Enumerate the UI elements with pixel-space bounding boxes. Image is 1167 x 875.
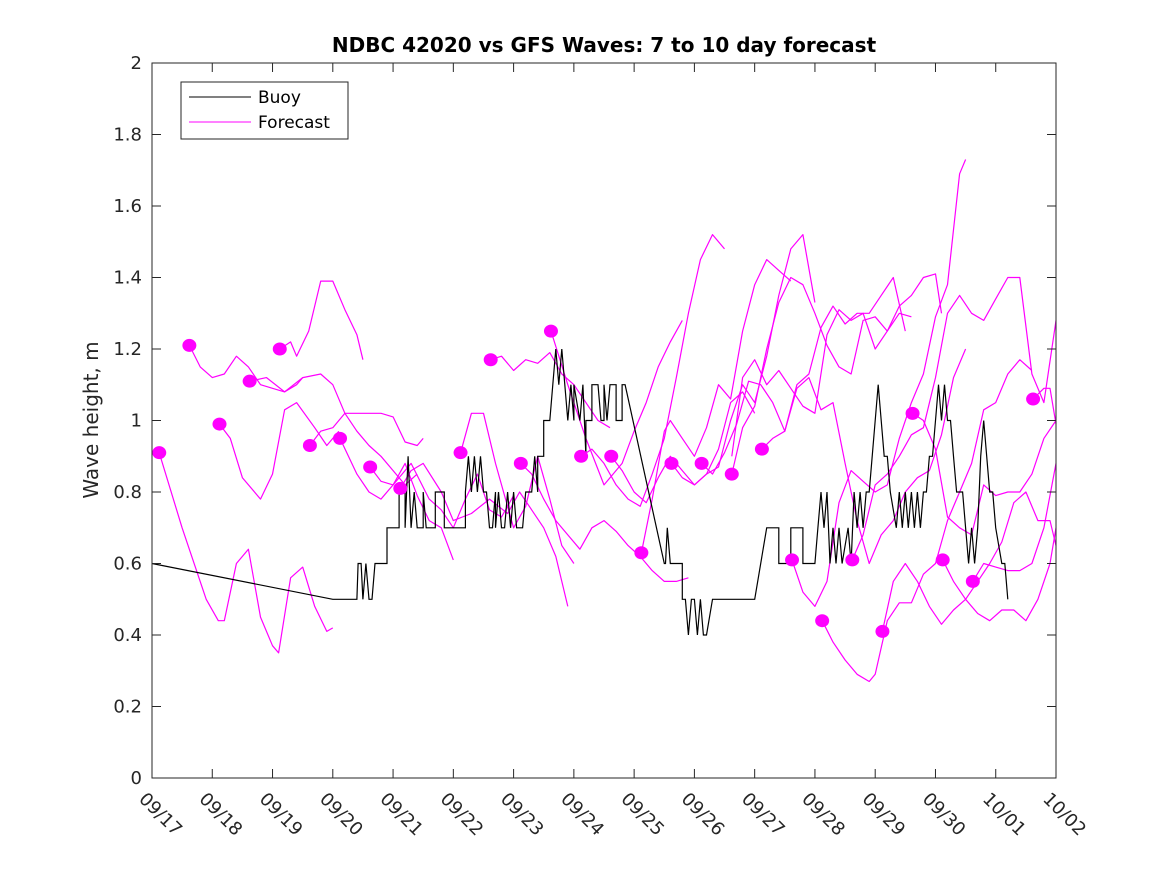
y-tick-label: 1.2 (113, 339, 142, 360)
y-tick-label: 1.8 (113, 125, 142, 146)
forecast-line (640, 259, 792, 553)
chart-title: NDBC 42020 vs GFS Waves: 7 to 10 day for… (332, 33, 877, 57)
forecast-line (851, 276, 1057, 561)
legend-label-forecast: Forecast (258, 113, 330, 133)
forecast-line (580, 234, 725, 507)
forecast-start-marker (1026, 392, 1041, 406)
forecast-line (490, 352, 611, 429)
forecast-start-marker (152, 446, 167, 460)
y-tick-label: 1.4 (113, 268, 142, 289)
forecast-line (279, 280, 364, 360)
forecast-start-marker (845, 553, 860, 567)
y-tick-label: 0.6 (113, 554, 142, 575)
forecast-start-marker (302, 439, 317, 453)
forecast-line (399, 462, 569, 607)
forecast-start-marker (272, 342, 287, 356)
forecast-start-marker (664, 456, 679, 470)
forecast-line (520, 462, 689, 583)
forecast-start-marker (543, 324, 558, 338)
forecast-line (972, 463, 1057, 582)
forecast-start-marker (483, 353, 498, 367)
forecast-line (942, 527, 1057, 622)
forecast-line (158, 452, 334, 654)
y-tick-label: 1.6 (113, 196, 142, 217)
forecast-line (369, 462, 515, 529)
forecast-start-marker (935, 553, 950, 567)
forecast-start-marker (754, 442, 769, 456)
forecast-start-marker (724, 467, 739, 481)
legend-box (180, 81, 349, 140)
forecast-line (671, 234, 816, 486)
forecast-line (761, 348, 967, 565)
forecast-line (309, 412, 424, 447)
forecast-line (460, 412, 575, 564)
forecast-start-marker (182, 338, 197, 352)
y-tick-label: 0 (131, 768, 142, 789)
forecast-line (219, 402, 340, 500)
y-axis-label: Wave height, m (79, 341, 103, 498)
forecast-start-marker (965, 574, 980, 588)
forecast-start-marker (905, 406, 920, 420)
legend-label-buoy: Buoy (258, 88, 301, 108)
forecast-start-marker (212, 417, 227, 431)
y-tick-label: 0.8 (113, 482, 142, 503)
forecast-start-marker (815, 614, 830, 628)
forecast-start-marker (393, 481, 408, 495)
forecast-start-marker (513, 456, 528, 470)
forecast-line (791, 159, 967, 608)
forecast-start-marker (785, 553, 800, 567)
forecast-line (1032, 387, 1057, 425)
y-tick-label: 2 (131, 53, 142, 74)
forecast-line (881, 491, 1057, 632)
forecast-start-marker (634, 546, 649, 560)
forecast-start-marker (604, 449, 619, 463)
forecast-line (701, 276, 906, 475)
marker-layer (152, 324, 1041, 638)
forecast-line (550, 320, 683, 486)
legend: Buoy Forecast (180, 81, 349, 140)
series-layer (151, 159, 1057, 683)
forecast-start-marker (242, 374, 257, 388)
y-tick-label: 1 (131, 411, 142, 432)
forecast-start-marker (875, 624, 890, 638)
forecast-start-marker (363, 460, 378, 474)
forecast-line (731, 273, 943, 457)
y-tick-label: 0.2 (113, 697, 142, 718)
buoy-line (151, 348, 1009, 636)
forecast-start-marker (694, 456, 709, 470)
forecast-start-marker (574, 449, 589, 463)
forecast-start-marker (333, 431, 348, 445)
forecast-start-marker (453, 446, 468, 460)
forecast-line (912, 412, 1057, 536)
forecast-line (821, 359, 1033, 683)
forecast-line (610, 391, 756, 504)
forecast-line (731, 276, 912, 475)
y-tick-label: 0.4 (113, 625, 142, 646)
